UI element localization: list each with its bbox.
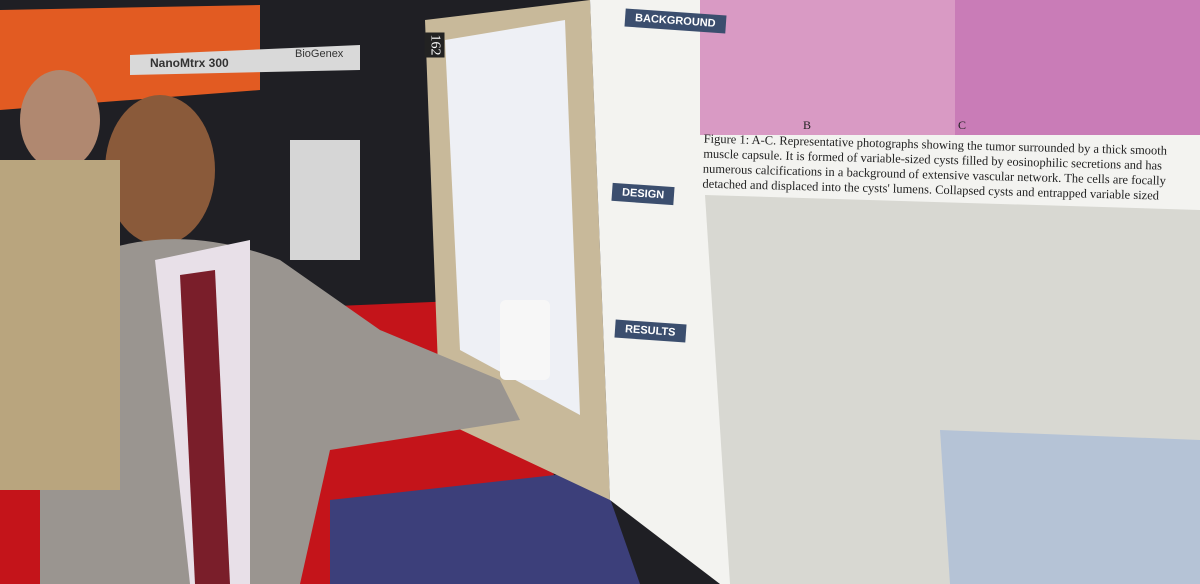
bystander	[0, 160, 120, 490]
histology-image-c	[955, 0, 1200, 135]
figure-caption: Figure 1: A-C. Representative photograph…	[702, 131, 1168, 205]
booth-sign	[130, 45, 360, 75]
panel-label: B	[803, 118, 812, 132]
poster-number: 162	[424, 32, 445, 58]
booth-sign-text: NanoMtrx 300	[150, 56, 229, 70]
cup	[500, 300, 550, 380]
panel-label: C	[958, 118, 967, 132]
bystander-2	[290, 140, 360, 260]
suit	[40, 239, 520, 584]
stain-image-f	[940, 430, 1200, 584]
bystander-head	[20, 70, 100, 170]
booth-brand: BioGenex	[295, 48, 344, 60]
tie	[180, 270, 230, 584]
blue-carpet	[330, 470, 640, 584]
head	[105, 95, 215, 245]
